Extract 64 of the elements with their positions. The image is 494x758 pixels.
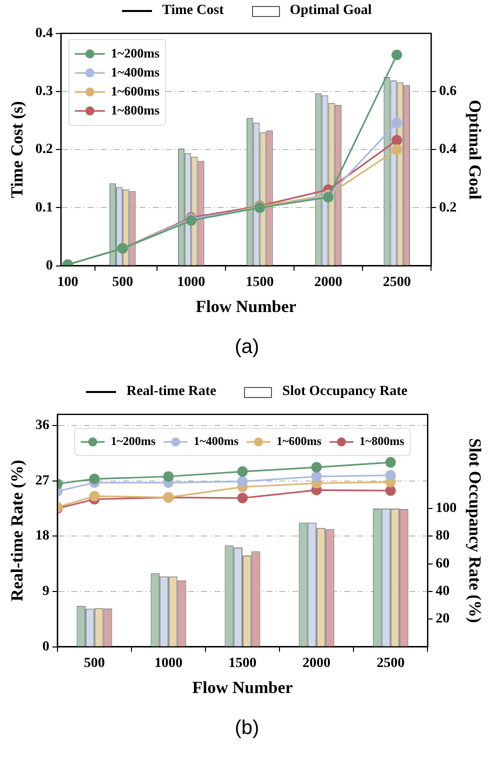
- legend-label: 1~200ms: [110, 434, 156, 448]
- point: [392, 50, 402, 60]
- y-tick-label: 27: [35, 473, 50, 488]
- text: (b): [234, 716, 260, 741]
- y-axis-title: Time Cost (s): [8, 101, 27, 198]
- y2-axis-title: Optimal Goal: [465, 100, 484, 200]
- y2-tick-label: 100: [436, 501, 457, 516]
- legend-label: 1~400ms: [110, 64, 160, 80]
- point: [237, 476, 248, 487]
- legend-label: 1~800ms: [359, 434, 405, 448]
- y2-axis-title: Slot Occupancy Rate (%): [465, 438, 484, 623]
- text: Optimal Goal: [290, 3, 372, 19]
- point: [163, 471, 174, 482]
- x-tick-label: 2000: [302, 656, 331, 671]
- point: [89, 490, 100, 502]
- legend-label: 1~600ms: [110, 83, 160, 98]
- y-tick-label: 0.2: [35, 142, 53, 158]
- y-tick-label: 0.4: [35, 26, 53, 42]
- point: [311, 462, 322, 473]
- x-axis-title: Flow Number: [196, 297, 297, 316]
- y-tick-label: 18: [35, 528, 50, 544]
- y2-tick-label: 0.4: [439, 142, 457, 158]
- x-tick-label: 1000: [177, 274, 206, 290]
- y-tick-label: 36: [35, 418, 50, 434]
- y-tick-label: 0: [42, 639, 50, 654]
- text: Slot Occupancy Rate: [282, 384, 408, 400]
- y2-tick-label: 0.6: [439, 84, 457, 100]
- x-tick-label: 500: [84, 656, 105, 671]
- x-tick-label: 500: [112, 274, 134, 290]
- legend-label: 1~200ms: [110, 45, 160, 60]
- text: Real-time Rate: [126, 384, 216, 400]
- x-tick-label: 100: [57, 274, 78, 290]
- y-tick-label: 0.1: [35, 200, 53, 216]
- legend-label: 1~600ms: [276, 434, 322, 448]
- y2-tick-label: 60: [436, 556, 450, 572]
- y2-tick-label: 40: [436, 584, 450, 600]
- point: [385, 485, 396, 496]
- text: Time Cost: [162, 3, 224, 19]
- point: [311, 471, 322, 482]
- y2-tick-label: 20: [436, 612, 450, 627]
- point: [237, 466, 248, 477]
- point: [237, 492, 248, 504]
- y2-tick-label: 80: [436, 528, 450, 544]
- legend-label: 1~800ms: [110, 102, 160, 118]
- x-tick-label: 2500: [382, 274, 411, 290]
- x-tick-label: 2500: [376, 656, 405, 671]
- point: [89, 474, 100, 484]
- point: [385, 457, 396, 468]
- point: [392, 118, 402, 128]
- x-tick-label: 2000: [314, 274, 342, 290]
- point: [385, 470, 396, 481]
- y2-tick-label: 0.2: [439, 200, 457, 216]
- y-tick-label: 0: [46, 258, 53, 274]
- x-axis-title: Flow Number: [192, 678, 294, 698]
- y-axis-title: Real-time Rate (%): [8, 460, 27, 602]
- y-tick-label: 0.3: [35, 84, 53, 100]
- x-tick-label: 1000: [154, 656, 182, 671]
- text: (a): [234, 335, 260, 360]
- point: [392, 144, 402, 155]
- x-tick-label: 1500: [246, 274, 274, 290]
- y-tick-label: 9: [42, 584, 50, 600]
- legend-label: 1~400ms: [194, 434, 239, 448]
- x-tick-label: 1500: [228, 656, 256, 671]
- point: [392, 135, 402, 146]
